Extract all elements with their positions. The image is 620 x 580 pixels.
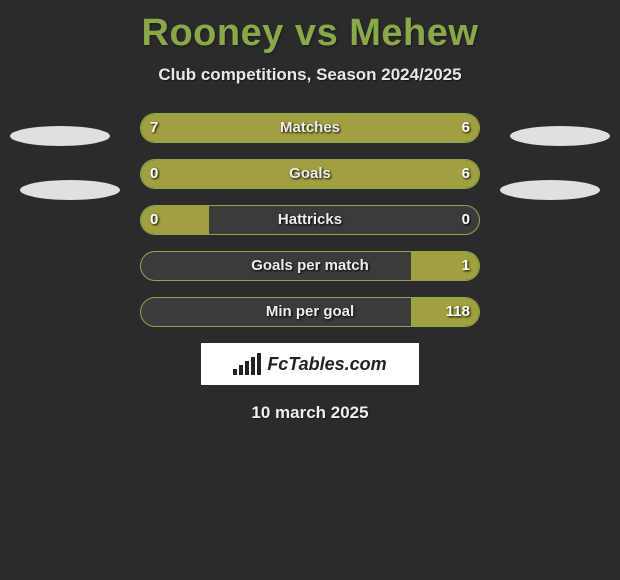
stat-value-right: 0 — [462, 211, 470, 228]
stat-row: Min per goal118 — [140, 297, 480, 327]
logo-bars-icon — [233, 353, 261, 375]
stat-value-right: 6 — [462, 119, 470, 136]
source-logo[interactable]: FcTables.com — [201, 343, 419, 385]
stat-value-left: 0 — [150, 165, 158, 182]
stat-value-right: 1 — [462, 257, 470, 274]
page-subtitle: Club competitions, Season 2024/2025 — [0, 65, 620, 85]
stat-value-left: 7 — [150, 119, 158, 136]
stat-value-right: 118 — [446, 303, 470, 320]
stat-label: Goals — [140, 165, 480, 182]
stat-label: Matches — [140, 119, 480, 136]
stat-row: Goals0 6 — [140, 159, 480, 189]
comparison-chart: Matches76Goals06Hattricks00Goals per mat… — [0, 113, 620, 327]
stat-label: Hattricks — [140, 211, 480, 228]
page-title: Rooney vs Mehew — [0, 0, 620, 55]
stat-row: Matches7 6 — [140, 113, 480, 143]
stat-label: Goals per match — [140, 257, 480, 274]
stat-value-right: 6 — [462, 165, 470, 182]
stat-row: Goals per match1 — [140, 251, 480, 281]
stat-label: Min per goal — [140, 303, 480, 320]
stat-value-left: 0 — [150, 211, 158, 228]
logo-text: FcTables.com — [267, 354, 386, 375]
snapshot-date: 10 march 2025 — [0, 403, 620, 423]
stat-row: Hattricks0 0 — [140, 205, 480, 235]
